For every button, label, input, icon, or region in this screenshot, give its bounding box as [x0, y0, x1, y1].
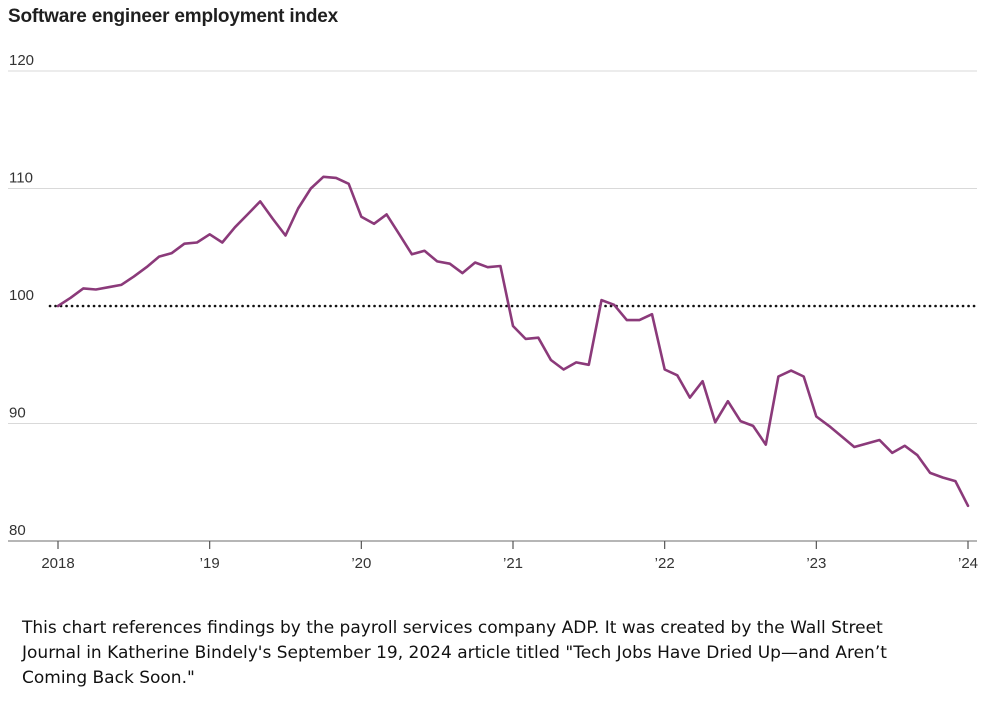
axis-ticks: 80 90 100 110 120 2018 ’19 ’20 ’21 ’22 ’23 ’24 — [9, 52, 978, 572]
chart-title: Software engineer employment index — [8, 6, 339, 27]
gridlines — [8, 70, 977, 542]
x-tick-label-5: ’23 — [806, 555, 826, 572]
line-chart: 80 90 100 110 120 2018 ’19 ’20 ’21 ’22 ’23 ’24 — [8, 52, 979, 572]
x-tick-label-6: ’24 — [958, 555, 978, 572]
x-tick-label-4: ’22 — [655, 555, 675, 572]
y-tick-label-120: 120 — [9, 52, 34, 69]
source-caption: This chart references findings by the pa… — [22, 618, 887, 688]
x-tick-label-0: 2018 — [41, 555, 74, 572]
y-tick-label-90: 90 — [9, 405, 26, 422]
y-tick-label-110: 110 — [9, 170, 33, 187]
x-tick-label-1: ’19 — [200, 555, 220, 572]
x-tick-label-3: ’21 — [503, 555, 523, 572]
y-tick-label-80: 80 — [9, 522, 26, 539]
y-tick-label-100: 100 — [9, 287, 34, 304]
series-line-0 — [56, 175, 970, 508]
x-tick-label-2: ’20 — [351, 555, 371, 572]
series-group — [56, 175, 970, 508]
